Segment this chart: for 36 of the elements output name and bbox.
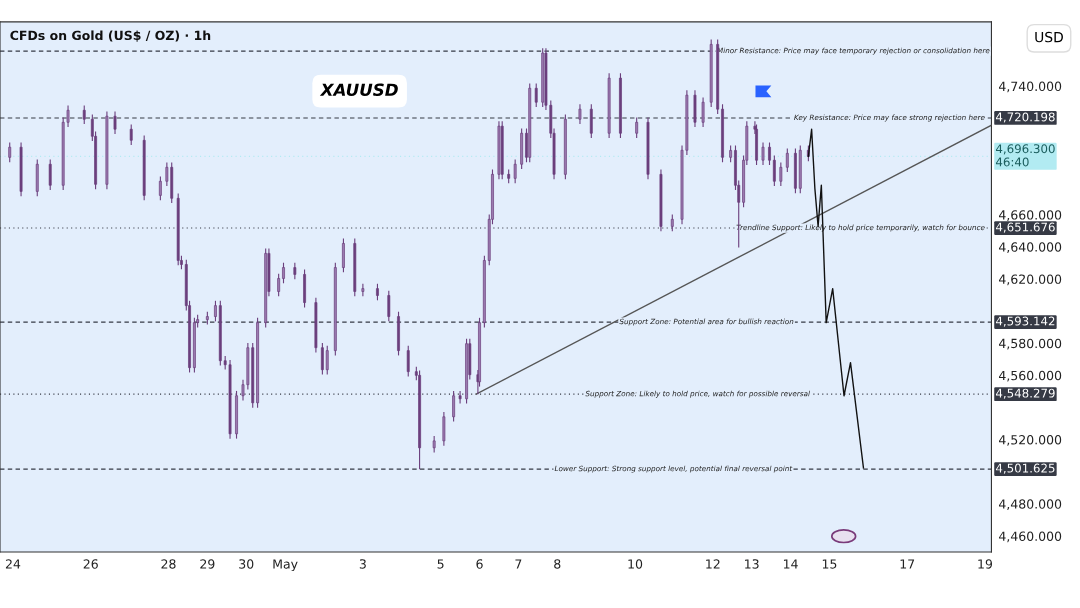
x-tick-label: 28 [161,559,176,569]
x-tick-label: 10 [628,559,643,569]
y-tick-label: 4,560.000 [999,370,1062,382]
x-tick-label: 6 [476,559,483,569]
y-tick-label: 4,740.000 [999,81,1062,93]
y-tick-label: 4,620.000 [999,274,1062,286]
annotation: XAUUSD [319,83,398,97]
x-tick-label: 30 [239,559,254,569]
text: USD [1035,31,1063,43]
x-tick-label: 13 [745,559,759,569]
ref-line-label: 4,651.676 [995,222,1055,233]
y-tick-label: 4,480.000 [999,499,1062,511]
x-tick-label: 26 [83,559,98,569]
y-tick-label: 4,660.000 [999,210,1062,221]
x-tick-label: May [273,559,298,572]
x-tick-label: 3 [359,559,366,569]
y-tick-label: 4,520.000 [999,435,1062,446]
x-tick-label: 29 [200,559,215,569]
x-tick-label: 15 [822,559,837,569]
ref-line-label: 4,501.625 [995,463,1055,474]
ref-line-label: 4,696.300 46:40 [995,144,1055,167]
x-tick-label: 12 [706,559,720,569]
x-tick-label: 17 [900,559,915,569]
ref-line-label: 4,593.142 [995,316,1055,327]
x-tick-label: 8 [554,559,561,569]
text: CFDs on Gold (US$ / OZ) · 1h [10,30,211,42]
x-tick-label: 5 [437,559,444,569]
x-tick-label: 19 [978,559,993,569]
x-tick-label: 14 [783,559,798,569]
ref-line-label: 4,720.198 [995,112,1055,123]
y-tick-label: 4,580.000 [999,338,1062,350]
y-tick-label: 4,640.000 [999,242,1062,254]
ref-line-label: 4,548.279 [995,388,1055,399]
x-tick-label: 7 [515,559,522,569]
y-tick-label: 4,460.000 [999,531,1062,543]
x-tick-label: 24 [5,559,21,569]
